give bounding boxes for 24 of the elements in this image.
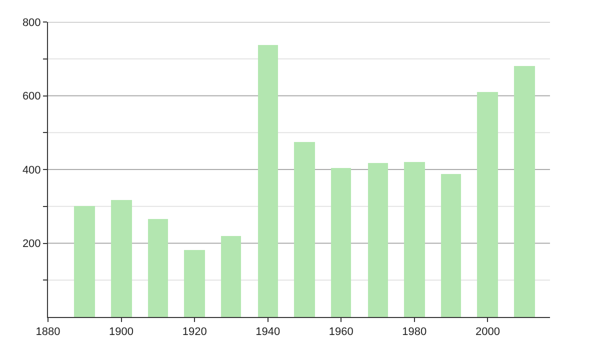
- x-tick-label: 1960: [328, 326, 354, 338]
- bar: [111, 200, 132, 317]
- bar: [258, 45, 278, 317]
- bar: [74, 206, 95, 317]
- bar: [368, 163, 388, 317]
- bar: [514, 66, 535, 317]
- bar: [441, 174, 461, 317]
- x-tick-label: 1940: [256, 326, 280, 338]
- bar: [221, 236, 241, 317]
- y-tick-label: 800: [22, 16, 41, 29]
- bar: [184, 250, 205, 317]
- bar: [331, 168, 351, 317]
- x-tick-label: 1980: [402, 326, 427, 338]
- bar: [294, 142, 315, 317]
- y-tick-label: 200: [22, 238, 41, 250]
- bar: [404, 162, 425, 317]
- x-tick-label: 1920: [182, 326, 207, 338]
- x-tick-label: 2000: [475, 326, 500, 338]
- x-tick-label: 1900: [109, 326, 134, 338]
- y-tick-label: 400: [22, 164, 41, 176]
- bar: [148, 219, 168, 317]
- bar: [477, 92, 498, 317]
- x-tick-label: 1880: [36, 326, 60, 338]
- y-tick-label: 600: [22, 90, 41, 103]
